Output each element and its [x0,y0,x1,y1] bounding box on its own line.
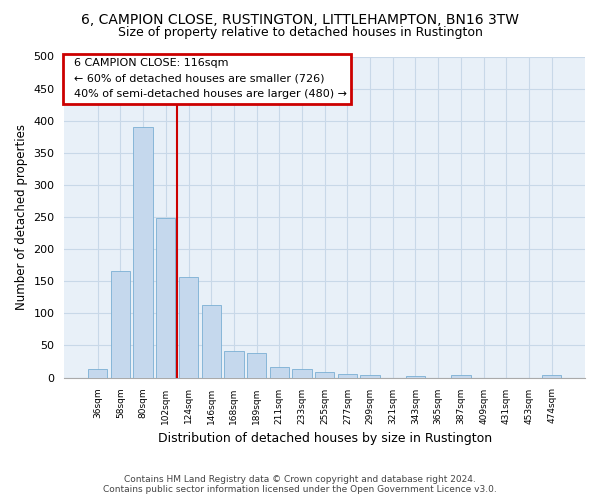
Bar [88,369,107,378]
Bar [247,353,266,378]
Bar [269,366,289,378]
Bar [542,375,562,378]
Bar [179,278,198,378]
Bar [451,375,470,378]
Bar [361,375,380,378]
X-axis label: Distribution of detached houses by size in Rustington: Distribution of detached houses by size … [158,432,492,445]
Bar [133,127,153,378]
Text: 6, CAMPION CLOSE, RUSTINGTON, LITTLEHAMPTON, BN16 3TW: 6, CAMPION CLOSE, RUSTINGTON, LITTLEHAMP… [81,12,519,26]
Bar [224,350,244,378]
Y-axis label: Number of detached properties: Number of detached properties [15,124,28,310]
Bar [111,271,130,378]
Bar [156,218,175,378]
Bar [406,376,425,378]
Text: 6 CAMPION CLOSE: 116sqm
  ← 60% of detached houses are smaller (726)
  40% of se: 6 CAMPION CLOSE: 116sqm ← 60% of detache… [67,58,347,100]
Text: Size of property relative to detached houses in Rustington: Size of property relative to detached ho… [118,26,482,39]
Bar [315,372,334,378]
Bar [338,374,357,378]
Bar [202,305,221,378]
Text: Contains HM Land Registry data © Crown copyright and database right 2024.
Contai: Contains HM Land Registry data © Crown c… [103,474,497,494]
Bar [292,368,311,378]
